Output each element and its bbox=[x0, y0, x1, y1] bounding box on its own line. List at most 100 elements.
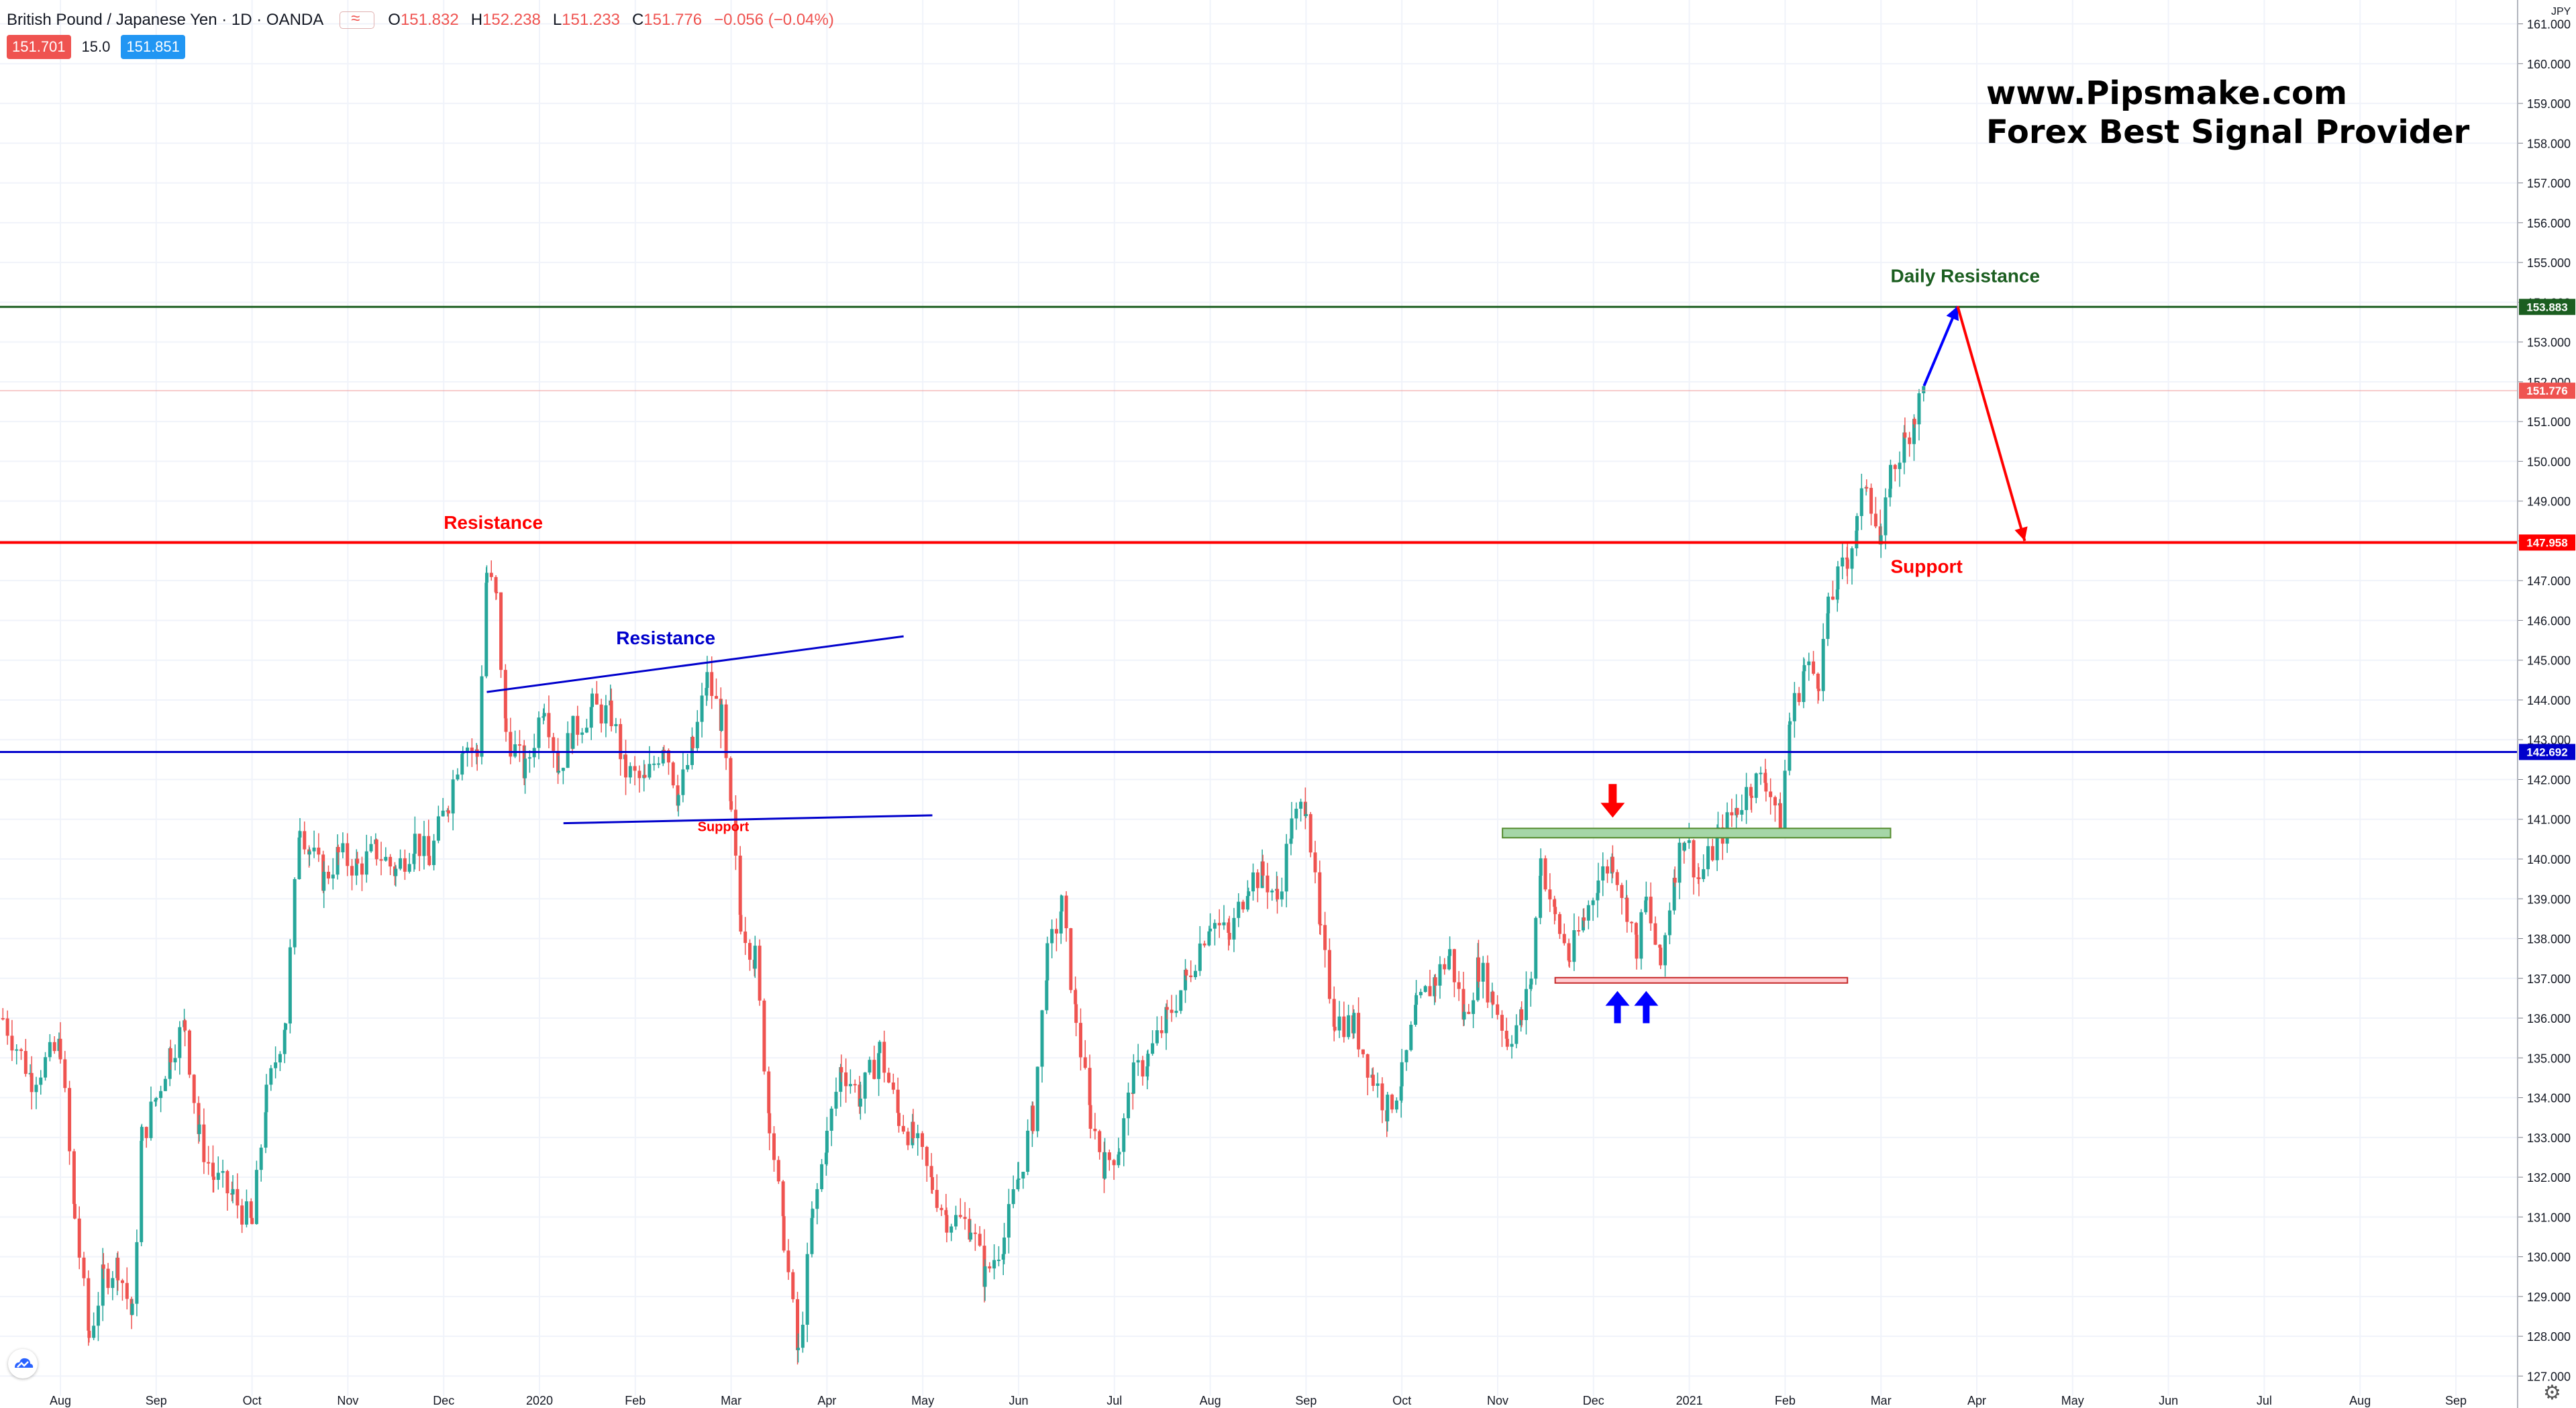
annotation-label: Daily Resistance bbox=[1890, 266, 2040, 287]
candle-body bbox=[1534, 917, 1538, 979]
candle-body bbox=[1582, 917, 1586, 921]
candle-body bbox=[1763, 772, 1767, 783]
candle-body bbox=[1859, 488, 1863, 516]
candle-body bbox=[1433, 977, 1437, 997]
candle-body bbox=[244, 1201, 248, 1225]
time-tick-label: Oct bbox=[1392, 1394, 1411, 1407]
candle-body bbox=[130, 1303, 134, 1315]
candle-body bbox=[1064, 895, 1068, 929]
candle-body bbox=[633, 766, 637, 771]
time-tick-label: May bbox=[2061, 1394, 2084, 1407]
price-tick-label: 135.000 bbox=[2527, 1052, 2571, 1065]
up-arrow-icon bbox=[1634, 991, 1659, 1023]
candle-body bbox=[178, 1027, 182, 1058]
candle-body bbox=[939, 1207, 943, 1211]
price-tick-label: 155.000 bbox=[2527, 256, 2571, 270]
price-tick-label: 157.000 bbox=[2527, 177, 2571, 191]
candle-body bbox=[1520, 1009, 1524, 1020]
candle-body bbox=[858, 1085, 862, 1107]
candle-body bbox=[1514, 1025, 1518, 1044]
candle-body bbox=[427, 836, 431, 856]
price-level-label: 147.958 bbox=[2526, 536, 2567, 549]
candle-body bbox=[1035, 1066, 1039, 1132]
candle-body bbox=[916, 1133, 920, 1138]
price-tick-label: 140.000 bbox=[2527, 853, 2571, 866]
candle-body bbox=[399, 858, 403, 869]
candle-body bbox=[1841, 557, 1845, 567]
candle-body bbox=[1390, 1095, 1394, 1110]
candle-body bbox=[576, 715, 580, 735]
candle-body bbox=[1098, 1131, 1102, 1152]
watermark-text: www.Pipsmake.com Forex Best Signal Provi… bbox=[1986, 74, 2469, 152]
candle-body bbox=[1553, 907, 1557, 915]
candle-body bbox=[1303, 801, 1307, 817]
candle-body bbox=[637, 770, 641, 778]
candle-body bbox=[729, 801, 733, 810]
candle-body bbox=[1145, 1066, 1149, 1077]
candle-body bbox=[801, 1324, 805, 1348]
sell-button[interactable]: 151.701 bbox=[7, 35, 71, 59]
open-value: O151.832 bbox=[388, 11, 459, 29]
candle-body bbox=[72, 1151, 76, 1204]
candle-body bbox=[1472, 1000, 1476, 1014]
candle-body bbox=[1332, 999, 1336, 1027]
candle-body bbox=[1500, 1015, 1504, 1031]
candle-body bbox=[1409, 1024, 1413, 1050]
candle-body bbox=[135, 1242, 139, 1304]
candle-body bbox=[1884, 497, 1888, 536]
gear-icon[interactable]: ⚙ bbox=[2543, 1382, 2561, 1404]
candle-body bbox=[1826, 596, 1831, 613]
buy-button[interactable]: 151.851 bbox=[121, 35, 185, 59]
candle-body bbox=[264, 1085, 268, 1113]
candle-body bbox=[1227, 932, 1231, 940]
candlesticks bbox=[1, 384, 1926, 1365]
time-tick-label: Dec bbox=[1583, 1394, 1604, 1407]
candle-body bbox=[1213, 923, 1217, 929]
candle-body bbox=[781, 1181, 785, 1217]
supply-zone-box bbox=[1502, 827, 1892, 839]
candle-body bbox=[1908, 437, 1912, 444]
candle-body bbox=[690, 737, 694, 748]
candle-body bbox=[1093, 1128, 1097, 1132]
candle-body bbox=[1710, 846, 1714, 860]
candle-body bbox=[1869, 487, 1873, 514]
candle-body bbox=[1366, 1054, 1370, 1078]
time-tick-label: Sep bbox=[146, 1394, 167, 1407]
indicator-toggle-icon[interactable] bbox=[340, 9, 375, 29]
candle-body bbox=[782, 1216, 786, 1251]
candle-body bbox=[1088, 1068, 1092, 1105]
tradingview-cloud-icon[interactable] bbox=[8, 1349, 38, 1378]
candle-body bbox=[1797, 693, 1801, 703]
price-level-label: 153.883 bbox=[2526, 301, 2567, 313]
candle-body bbox=[101, 1264, 105, 1306]
candle-body bbox=[1596, 881, 1600, 893]
candle-body bbox=[5, 1018, 9, 1036]
candle-body bbox=[1117, 1154, 1121, 1166]
candle-body bbox=[1060, 895, 1064, 912]
candle-body bbox=[1539, 858, 1543, 876]
candle-body bbox=[1865, 487, 1869, 489]
candle-body bbox=[1040, 1010, 1044, 1067]
annotation-label: Resistance bbox=[444, 512, 543, 533]
candle-body bbox=[264, 1112, 268, 1148]
symbol-title[interactable]: British Pound / Japanese Yen · 1D · OAND… bbox=[7, 11, 324, 29]
candle-body bbox=[996, 1259, 1000, 1261]
candle-body bbox=[1591, 900, 1595, 905]
price-tick-label: 150.000 bbox=[2527, 455, 2571, 468]
candle-body bbox=[839, 1067, 843, 1072]
price-tick-label: 138.000 bbox=[2527, 933, 2571, 946]
wedge-upper-line bbox=[486, 635, 904, 693]
candle-body bbox=[580, 732, 584, 735]
candle-body bbox=[331, 874, 335, 878]
candle-body bbox=[460, 754, 464, 775]
candle-body bbox=[1202, 943, 1206, 946]
candle-body bbox=[887, 1072, 891, 1083]
candle-body bbox=[384, 856, 388, 861]
candle-body bbox=[1313, 852, 1317, 872]
candle-body bbox=[1826, 613, 1830, 640]
candle-body bbox=[417, 834, 421, 856]
candle-body bbox=[772, 1133, 776, 1160]
candle-body bbox=[1902, 432, 1906, 463]
candle-body bbox=[504, 718, 508, 732]
